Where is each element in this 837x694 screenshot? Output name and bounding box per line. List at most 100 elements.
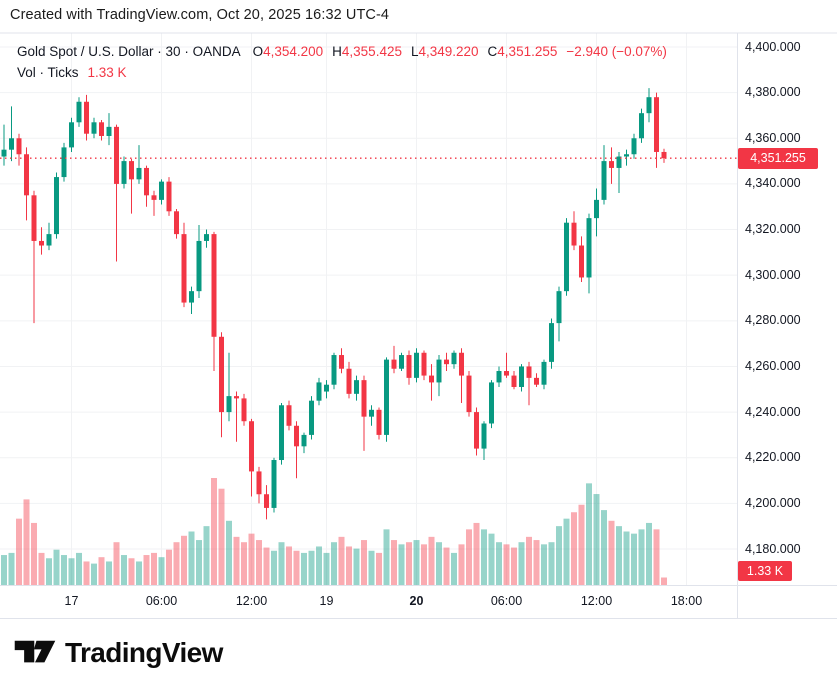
volume-bar [91, 563, 97, 585]
volume-bar [503, 544, 510, 585]
volume-bar [233, 536, 240, 585]
candle-body [654, 97, 659, 152]
volume-bar [173, 542, 180, 585]
candle-body [39, 240, 44, 246]
volume-bar [436, 542, 442, 585]
volume-bar [278, 542, 285, 585]
volume-bar [181, 535, 187, 585]
volume-bar [83, 561, 90, 585]
volume-bar [533, 540, 540, 585]
attribution-text: Created with TradingView.com, Oct 20, 20… [10, 7, 390, 23]
volume-bar [188, 531, 195, 585]
volume-bar [353, 548, 360, 585]
candle-body [639, 113, 644, 139]
volume-bar [563, 518, 570, 585]
volume-bar [398, 544, 405, 585]
volume-bar [473, 522, 480, 585]
candle-body [144, 167, 149, 196]
candle-body [241, 398, 247, 422]
price-axis-label: 4,240.000 [745, 404, 801, 419]
volume-bar [586, 483, 592, 585]
volume-bar [16, 518, 22, 585]
candle-body [399, 355, 404, 369]
ohlc-close: C4,351.255 [487, 44, 558, 59]
volume-bar [113, 542, 120, 585]
candle-body [76, 101, 82, 123]
candle-body [429, 375, 434, 383]
candle-body [579, 245, 584, 278]
candle-body [519, 366, 524, 387]
volume-bar [556, 526, 562, 585]
candle-body [384, 359, 389, 435]
candle-body [16, 138, 22, 155]
volume-bar [466, 529, 472, 585]
candle-body [361, 380, 367, 417]
tradingview-logo-icon [14, 640, 56, 663]
volume-bar [338, 536, 345, 585]
price-axis-label: 4,320.000 [745, 222, 801, 237]
candle-body [136, 167, 142, 180]
candle-body [391, 359, 397, 369]
candle-body [264, 494, 269, 508]
candle-body [346, 368, 352, 394]
candle-body [91, 122, 97, 134]
volume-bar [428, 536, 435, 585]
volume-bar [518, 542, 525, 585]
volume-bar [361, 540, 367, 585]
candle-body [24, 154, 29, 196]
volume-bar [571, 512, 577, 585]
candle-body [196, 240, 202, 292]
volume-bar [271, 550, 277, 585]
volume-bar [248, 533, 255, 585]
volume-bar [196, 540, 202, 585]
candle-body [481, 423, 487, 449]
volume-bar [368, 550, 375, 585]
candle-body [526, 366, 532, 378]
candle-body [174, 211, 179, 235]
candle-body [249, 421, 254, 472]
tradingview-logo[interactable]: TradingView [14, 634, 223, 672]
volume-bar [211, 478, 217, 585]
volume-bar [241, 542, 247, 585]
candle-body [601, 161, 607, 200]
candle-body [624, 154, 629, 157]
price-axis-label: 4,340.000 [745, 176, 801, 191]
candle-body [316, 382, 322, 401]
volume-bar [526, 536, 532, 585]
candle-body [369, 409, 374, 417]
candle-body [571, 222, 577, 246]
volume-bar [76, 552, 82, 585]
legend-row-2: Vol · Ticks 1.33 K [17, 62, 667, 83]
candle-body [46, 234, 52, 246]
candle-body [151, 195, 157, 200]
candle-body [226, 396, 232, 413]
time-axis-label: 06:00 [145, 594, 178, 608]
candle-body [459, 352, 464, 376]
volume-bar [31, 522, 37, 585]
volume-bar [53, 549, 60, 585]
candle-body [354, 380, 359, 394]
volume-bar [616, 526, 622, 585]
volume-bar [203, 526, 210, 585]
volume-bar [481, 529, 487, 585]
candle-body [54, 177, 59, 235]
volume-bar [293, 550, 300, 585]
volume-indicator-label[interactable]: Vol · Ticks [17, 65, 79, 80]
time-axis-label: 12:00 [580, 594, 613, 608]
candle-body [99, 122, 104, 136]
candle-body [9, 138, 14, 150]
candle-body [474, 412, 479, 449]
candle-body [204, 234, 209, 241]
tradingview-logo-text: TradingView [65, 637, 223, 668]
candle-body [271, 460, 277, 508]
candle-body [534, 377, 539, 385]
volume-bar [638, 529, 645, 585]
symbol-description[interactable]: Gold Spot / U.S. Dollar · 30 · OANDA [17, 44, 241, 59]
volume-bar [286, 546, 292, 585]
volume-bar [316, 546, 322, 585]
volume-bar [421, 544, 427, 585]
candle-body [586, 218, 592, 278]
volume-bar [226, 520, 232, 585]
time-axis-label: 20 [409, 594, 424, 608]
